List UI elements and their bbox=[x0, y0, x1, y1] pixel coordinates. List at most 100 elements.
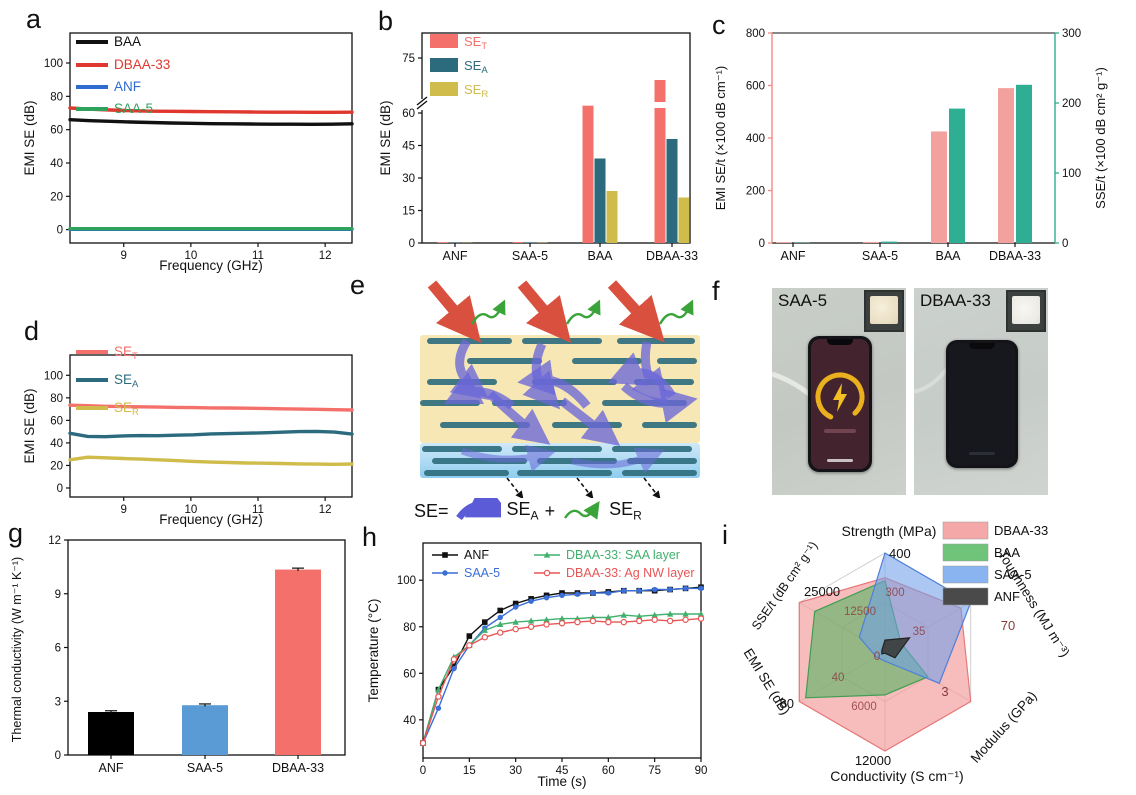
tick-modulus-max: 3 bbox=[941, 684, 948, 699]
legend-label: SET bbox=[464, 34, 487, 52]
photo-label-dbaa33: DBAA-33 bbox=[920, 291, 991, 310]
tick-label: 15 bbox=[402, 206, 415, 218]
chart-g-canvas: 0 3 6 9 12 Thermal conductivity (W m⁻¹ K⁻¹) AN… bbox=[10, 535, 346, 775]
chart-b-canvas: 0 15 30 45 60 75 EMI SE (dB) ANF SAA-5 BAA DBAA-33… bbox=[378, 32, 698, 263]
photo-label-saa5: SAA-5 bbox=[778, 291, 828, 310]
panel-label-c: c bbox=[712, 10, 726, 40]
plot-box bbox=[421, 32, 691, 244]
tick-label: 60 bbox=[50, 415, 63, 427]
left-axis-label: EMI SE/t (×100 dB cm⁻¹) bbox=[713, 66, 728, 211]
marker-circle bbox=[698, 585, 704, 592]
internal-reflection-arrow bbox=[559, 397, 621, 447]
nanofiber-bar bbox=[612, 446, 692, 452]
axis-label-strength: Strength (MPa) bbox=[842, 523, 937, 539]
tick-label: 30 bbox=[509, 765, 522, 777]
legend-label: SEA bbox=[464, 58, 488, 76]
tick-label: 20 bbox=[50, 191, 63, 203]
category-label: ANF bbox=[443, 249, 468, 263]
legend-label: SET bbox=[114, 344, 138, 362]
bar-sse-t-BAA bbox=[949, 108, 965, 243]
marker-circle bbox=[590, 590, 596, 596]
axis-label-conductivity: Conductivity (S cm⁻¹) bbox=[830, 768, 963, 784]
tick-label: 100 bbox=[1062, 168, 1081, 180]
radar-area-ANF bbox=[881, 637, 911, 659]
film-inset-dbaa33 bbox=[1006, 290, 1046, 332]
category-label: DBAA-33 bbox=[989, 249, 1041, 263]
marker-circle-open bbox=[450, 656, 458, 663]
tick-inner: 40 bbox=[832, 672, 845, 684]
tick-label: 0 bbox=[759, 238, 765, 250]
marker-circle-open bbox=[466, 642, 473, 649]
bar-emi-se-t-ANF bbox=[776, 242, 792, 243]
bar-break-gap bbox=[653, 102, 667, 108]
marker-circle bbox=[528, 598, 534, 604]
legend-swatch-DBAA-33 bbox=[942, 521, 989, 540]
se-equation-plus: + bbox=[544, 500, 556, 521]
chart-a-canvas: 9 10 11 12 0 20 40 60 80 100 Frequency (GHz) EMI SE… bbox=[22, 32, 354, 273]
plot-box bbox=[69, 354, 353, 498]
bar-BAA-T bbox=[582, 105, 594, 244]
panel-label-e: e bbox=[350, 270, 366, 300]
tick-label: 80 bbox=[50, 393, 63, 405]
panel-b-emi-se-bar-chart: 0 15 30 45 60 75 EMI SE (dB) ANF SAA-5 BAA DBAA-33… bbox=[372, 2, 707, 287]
marker-circle-open bbox=[435, 693, 442, 700]
marker-circle-open bbox=[543, 569, 551, 577]
internal-reflection-arrow bbox=[443, 371, 515, 410]
marker-circle-open bbox=[574, 618, 581, 626]
marker-circle-open bbox=[666, 617, 674, 625]
series-line-SAA-5 bbox=[422, 587, 702, 744]
phone-notch bbox=[827, 339, 853, 345]
legend-swatch bbox=[430, 58, 458, 72]
chart-h-canvas: 0 15 30 45 60 75 90 40 60 80 100 Time (s) Temperatur… bbox=[366, 542, 708, 789]
bar-SAA-5-A bbox=[524, 242, 536, 243]
marker-circle bbox=[435, 705, 442, 711]
panel-g-thermal-conductivity-bar-chart: 0 3 6 9 12 Thermal conductivity (W m⁻¹ K⁻¹) AN… bbox=[6, 520, 356, 795]
tick-label: 0 bbox=[57, 483, 63, 495]
marker-circle bbox=[605, 590, 612, 596]
tick-label: 0 bbox=[55, 750, 61, 762]
tick-label: 90 bbox=[695, 765, 708, 777]
bar-sse-t-SAA-5 bbox=[881, 241, 897, 243]
chart-d-canvas: 9 10 11 12 0 20 40 60 80 100 Frequency (GHz) EMI SE… bbox=[22, 344, 354, 527]
bar-DBAA-33 bbox=[275, 569, 321, 755]
legend-label: SAA-5 bbox=[994, 567, 1032, 582]
panel-c-dual-axis-bar-chart: 0 200 400 600 800 0 100 200 300 EMI SE/t (×100 dB… bbox=[705, 2, 1136, 287]
legend-label: SAA-5 bbox=[464, 566, 500, 580]
y-axis-label: EMI SE (dB) bbox=[22, 100, 37, 175]
panel-f-phone-photos: SAA-5 DBAA-33 bbox=[700, 266, 1136, 520]
plot-box bbox=[69, 32, 353, 244]
transmitted-wave-arrow bbox=[506, 477, 524, 500]
internal-reflection-arrow bbox=[571, 447, 665, 474]
tick-toughness-max: 70 bbox=[1001, 618, 1015, 633]
tick-label: 200 bbox=[746, 186, 765, 198]
nanofiber-bar bbox=[617, 338, 695, 344]
tick-label: 15 bbox=[463, 765, 476, 777]
nanofiber-bar bbox=[467, 358, 542, 364]
internal-reflection-arrow bbox=[517, 359, 591, 409]
tick-label: 60 bbox=[403, 668, 416, 680]
category-label: SAA-5 bbox=[187, 761, 223, 775]
y-axis-label: EMI SE (dB) bbox=[378, 100, 393, 175]
category-label: BAA bbox=[935, 249, 961, 263]
marker-circle-open bbox=[651, 616, 658, 623]
reflected-wave-arrow bbox=[658, 299, 694, 325]
transmitted-wave-arrow bbox=[643, 477, 661, 500]
marker-circle-open bbox=[497, 629, 504, 636]
marker-triangle bbox=[435, 686, 442, 693]
marker-triangle bbox=[651, 611, 658, 618]
panel-label-i: i bbox=[722, 520, 728, 550]
marker-triangle bbox=[527, 617, 535, 624]
panel-label-h: h bbox=[362, 522, 378, 552]
marker-circle-open bbox=[512, 625, 519, 633]
film-sample-dbaa33 bbox=[1012, 296, 1040, 324]
tick-label: 30 bbox=[402, 173, 415, 185]
photo-saa5: SAA-5 bbox=[772, 288, 906, 495]
tick-label: 80 bbox=[50, 91, 63, 103]
axis-break-slash bbox=[416, 96, 428, 106]
marker-circle-open bbox=[527, 623, 535, 630]
legend-swatch bbox=[430, 82, 458, 96]
marker-circle bbox=[651, 586, 658, 593]
series-line-T bbox=[68, 403, 354, 412]
bar-DBAA-33-T bbox=[654, 80, 666, 243]
marker-circle-open bbox=[543, 621, 550, 628]
